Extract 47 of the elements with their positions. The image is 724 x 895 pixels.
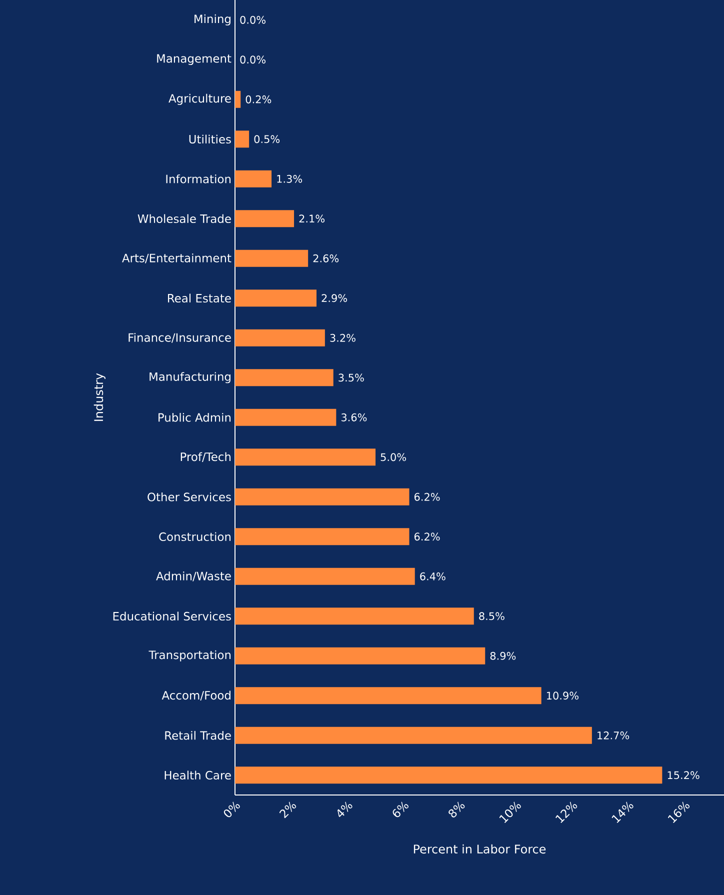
y-tick-label: Accom/Food: [162, 690, 230, 701]
data-label: 6.2%: [414, 532, 440, 541]
y-tick-label: Prof/Tech: [180, 452, 231, 462]
y-tick-label: Information: [166, 174, 231, 184]
y-tick-label: Wholesale Trade: [138, 214, 231, 224]
data-label: 1.3%: [277, 174, 302, 183]
data-label: 2.6%: [313, 254, 339, 262]
x-axis-title: Percent in Labor Force: [414, 844, 546, 854]
y-tick-label: Transportation: [148, 650, 231, 662]
data-label: 8.5%: [479, 612, 504, 620]
data-label: 12.7%: [598, 731, 630, 740]
y-tick-label: Construction: [159, 532, 231, 542]
y-tick-label: Arts/Entertainment: [122, 253, 232, 264]
y-tick-label: Utilities: [189, 134, 231, 144]
data-label: 0.2%: [246, 95, 272, 104]
y-tick-label: Other Services: [148, 492, 231, 502]
data-label: 15.2%: [668, 771, 700, 780]
y-tick-label: Retail Trade: [165, 730, 231, 740]
y-tick-label: Admin/Waste: [156, 572, 231, 582]
data-label: 3.5%: [338, 374, 364, 382]
y-tick-label: Mining: [194, 14, 230, 26]
data-label: 0.0%: [240, 16, 266, 24]
y-tick-label: Manufacturing: [150, 372, 230, 384]
data-label: 8.9%: [490, 652, 516, 660]
x-tick-label: 4%: [338, 802, 352, 818]
y-tick-label: Public Admin: [158, 412, 231, 422]
y-tick-label: Finance/Insurance: [128, 333, 231, 343]
y-tick-label: Health Care: [164, 770, 231, 780]
x-tick-label: 8%: [448, 802, 465, 818]
y-tick-label: Agriculture: [168, 94, 231, 105]
y-tick-label: Educational Services: [113, 612, 231, 621]
data-label: 2.9%: [322, 294, 348, 302]
data-label: 0.5%: [254, 135, 280, 144]
data-label: 3.6%: [341, 413, 367, 422]
data-label: 3.2%: [330, 334, 356, 342]
y-tick-label: Real Estate: [168, 294, 231, 303]
y-tick-label: Management: [157, 54, 232, 65]
data-label: 6.2%: [414, 492, 440, 501]
data-label: 5.0%: [380, 453, 406, 462]
x-tick-label: 2%: [279, 802, 296, 818]
data-label: 0.0%: [240, 56, 266, 64]
data-label: 6.4%: [420, 572, 446, 580]
x-tick-label: 0%: [224, 802, 240, 818]
y-axis-title: Industry: [94, 373, 106, 421]
data-label: 10.9%: [546, 692, 578, 700]
data-label: 2.1%: [299, 214, 325, 223]
x-tick-label: 6%: [392, 802, 408, 818]
